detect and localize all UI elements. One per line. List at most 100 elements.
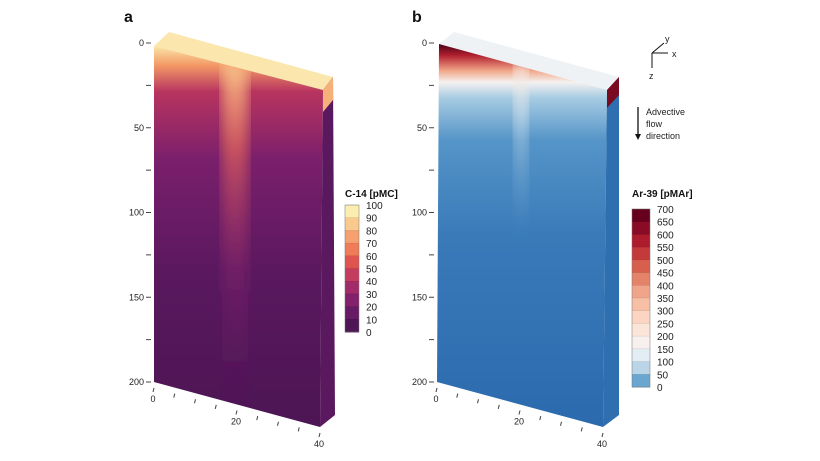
x-tick	[297, 427, 300, 432]
x-tick	[277, 421, 279, 426]
colorbar-swatch	[345, 293, 359, 308]
side-face-b	[603, 77, 619, 427]
colorbar-tick-label: 20	[366, 303, 378, 314]
x-tick	[518, 410, 521, 415]
panel-label-a: a	[124, 9, 133, 26]
plume-b	[514, 62, 528, 240]
top-face-a	[154, 32, 333, 90]
colorbar-swatch	[345, 281, 359, 295]
colorbar-tick-label: 10	[366, 315, 378, 326]
x-tick-label: 0	[433, 394, 438, 404]
colorbar-tick-label: 90	[366, 214, 378, 225]
colorbar-swatch	[632, 272, 650, 286]
x-tick	[456, 393, 459, 398]
colorbar-tick-label: 500	[657, 256, 674, 267]
top-face-b	[439, 32, 619, 90]
colorbar-tick-label: 200	[657, 332, 674, 343]
x-tick	[318, 432, 321, 438]
axes-b: 0 50 100 150 200 0 20 40	[412, 38, 607, 449]
colorbar-swatch	[632, 247, 650, 261]
x-tick	[435, 387, 438, 393]
colorbar-tick-label: 150	[657, 345, 674, 356]
x-tick	[580, 427, 583, 432]
colorbar-tick-label: 550	[657, 243, 674, 254]
colorbar-tick-label: 80	[366, 226, 378, 237]
x-tick	[214, 404, 217, 409]
colorbar-tick-label: 100	[366, 201, 383, 212]
axis-x-label: x	[672, 49, 677, 59]
x-tick	[235, 410, 238, 415]
colorbar-tick-label: 60	[366, 252, 378, 263]
colorbar-tick-label: 350	[657, 294, 674, 305]
colorbar-swatch	[632, 234, 650, 248]
colorbar-tick-label: 650	[657, 218, 674, 229]
axes-a: 0 50 100 150 200 0 20 40	[129, 38, 324, 449]
x-tick	[477, 399, 479, 404]
colorbar-tick-label: 450	[657, 269, 674, 280]
z-tick-label: 0	[422, 38, 427, 48]
x-tick-label: 0	[150, 394, 155, 404]
colorbar-tick-label: 700	[657, 205, 674, 216]
x-tick	[173, 393, 176, 398]
colorbar-tick-label: 50	[366, 265, 378, 276]
colorbar-tick-label: 100	[657, 358, 674, 369]
colorbar-title-b: Ar-39 [pMAr]	[632, 189, 693, 200]
colorbar-tick-label: 300	[657, 307, 674, 318]
x-tick	[560, 421, 562, 426]
z-tick-label: 200	[412, 377, 427, 387]
colorbar-tick-label: 50	[657, 370, 669, 381]
colorbar-swatch	[632, 336, 650, 350]
colorbar-swatch	[632, 374, 650, 388]
axis-z-label: z	[649, 71, 654, 81]
colorbar-swatch	[632, 298, 650, 312]
side-face-a	[320, 77, 335, 427]
colorbar-swatch	[345, 255, 359, 269]
colorbar-swatch	[345, 205, 359, 219]
z-tick-label: 100	[412, 208, 427, 218]
colorbar-tick-label: 600	[657, 230, 674, 241]
colorbar-tick-label: 250	[657, 319, 674, 330]
x-tick	[539, 416, 542, 421]
colorbar-title-a: C-14 [pMC]	[345, 189, 398, 200]
x-tick-label: 40	[597, 439, 607, 449]
x-tick-label: 20	[231, 417, 241, 427]
colorbar-b: Ar-39 [pMAr] 700650600550500450400350300…	[631, 189, 693, 394]
z-tick-label: 100	[129, 208, 144, 218]
colorbar-swatch	[345, 243, 359, 257]
colorbar-swatch	[632, 348, 650, 363]
colorbar-swatch	[345, 306, 359, 320]
x-tick-label: 20	[514, 417, 524, 427]
colorbar-swatch	[345, 217, 359, 231]
plume-a	[222, 60, 248, 420]
colorbar-swatch	[345, 230, 359, 244]
colorbar-swatch	[632, 259, 650, 274]
colorbar-swatch	[632, 361, 650, 375]
colorbar-tick-label: 30	[366, 290, 378, 301]
axis-y-label: y	[665, 34, 670, 44]
colorbar-tick-label: 400	[657, 281, 674, 292]
colorbar-swatch	[632, 310, 650, 324]
colorbar-swatch	[632, 221, 650, 235]
z-tick-label: 150	[412, 292, 427, 302]
x-tick	[497, 404, 500, 409]
z-tick-label: 0	[139, 38, 144, 48]
svg-text:flow: flow	[646, 119, 663, 129]
z-tick-label: 200	[129, 377, 144, 387]
colorbar-swatch	[345, 268, 359, 282]
axes-indicator: y x z	[649, 34, 677, 81]
colorbar-tick-label: 0	[657, 383, 663, 394]
x-tick	[601, 432, 604, 438]
z-tick-label: 150	[129, 292, 144, 302]
panel-label-b: b	[412, 9, 422, 26]
x-tick	[194, 399, 196, 404]
x-tick	[256, 416, 259, 421]
x-tick-label: 40	[314, 439, 324, 449]
svg-text:Advective: Advective	[646, 107, 685, 117]
z-tick-label: 50	[417, 123, 427, 133]
colorbar-swatch	[632, 285, 650, 299]
colorbar-tick-label: 40	[366, 277, 378, 288]
colorbar-tick-label: 0	[366, 328, 372, 339]
